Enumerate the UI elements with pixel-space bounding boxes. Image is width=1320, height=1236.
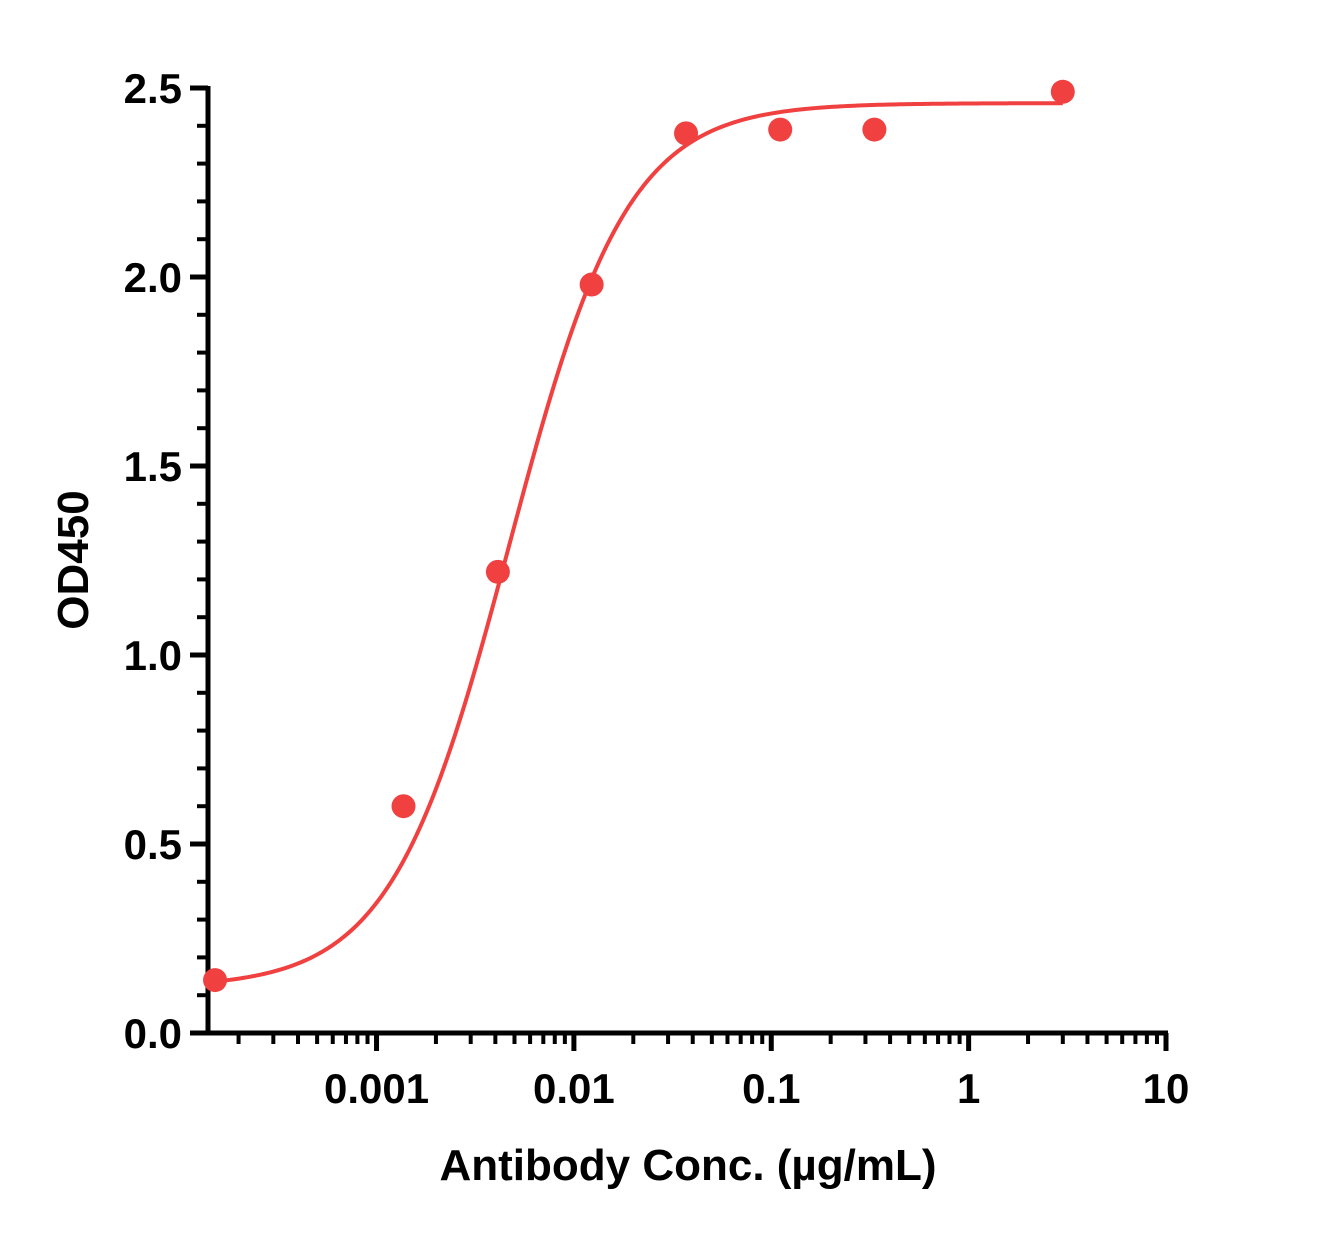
x-tick-label: 0.1 [742, 1065, 800, 1112]
data-point [579, 272, 604, 297]
x-axis-title: Antibody Conc. (µg/mL) [439, 1141, 936, 1190]
axes [190, 85, 1169, 1051]
y-tick-label: 2.5 [124, 65, 182, 112]
x-tick-label: 10 [1143, 1065, 1190, 1112]
data-point [485, 559, 510, 584]
data-point [203, 968, 228, 993]
y-tick-label: 1.5 [124, 443, 182, 490]
y-tick-label: 0.0 [124, 1010, 182, 1057]
y-tick-label: 2.0 [124, 254, 182, 301]
tick-labels: 0.0 0.5 1.0 1.5 2.0 2.5 0.001 0.01 0.1 1 10 [124, 65, 1190, 1112]
data-point [862, 117, 887, 142]
x-tick-label: 0.01 [533, 1065, 615, 1112]
data-point [674, 121, 699, 146]
y-tick-label: 1.0 [124, 632, 182, 679]
data-point [768, 117, 793, 142]
y-axis-title: OD450 [49, 490, 98, 629]
fit-curve-layer [214, 101, 1063, 984]
x-tick-label: 0.001 [324, 1065, 429, 1112]
fit-curve [214, 101, 1063, 984]
y-tick-label: 0.5 [124, 821, 182, 868]
data-point [1050, 79, 1075, 104]
x-tick-label: 1 [957, 1065, 980, 1112]
data-point [391, 794, 416, 819]
data-points [203, 79, 1075, 993]
